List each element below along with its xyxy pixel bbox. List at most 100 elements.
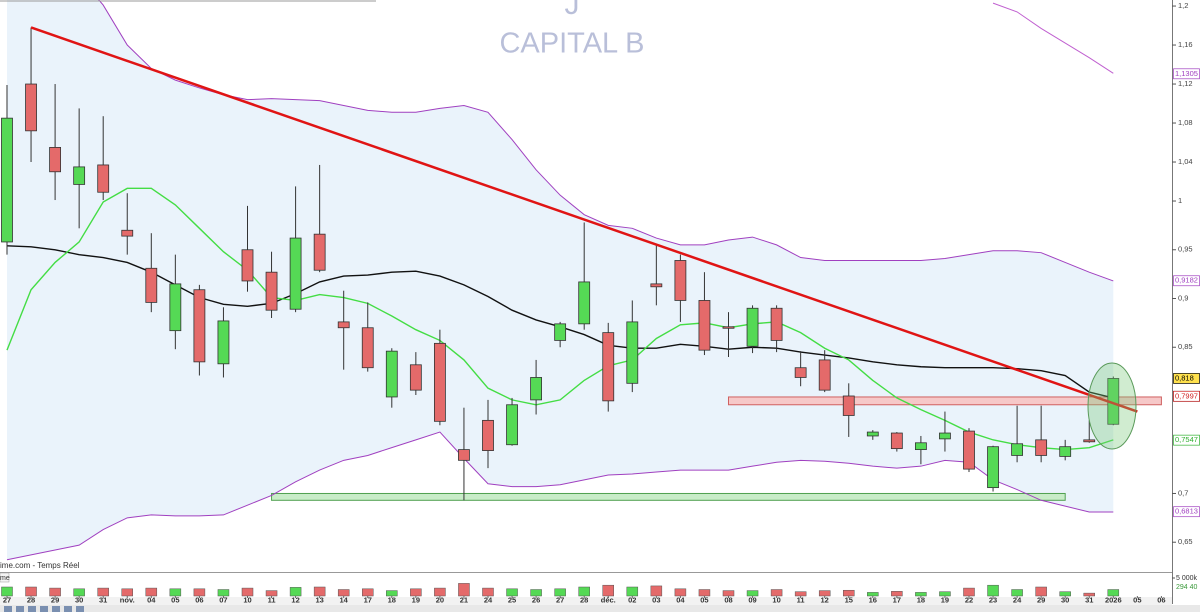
x-tick-label: 12 bbox=[291, 595, 299, 604]
volume-tick-label: 5 000k bbox=[1176, 575, 1198, 582]
corner-label: me bbox=[0, 575, 10, 582]
toolbar-icon[interactable] bbox=[76, 606, 84, 612]
toolbar-icon[interactable] bbox=[64, 606, 72, 612]
x-tick-label: 02 bbox=[628, 595, 636, 604]
x-tick-label: 26 bbox=[532, 595, 540, 604]
x-tick-label: déc. bbox=[601, 595, 616, 604]
x-tick-label: 07 bbox=[219, 595, 227, 604]
x-tick-label: 11 bbox=[268, 595, 276, 604]
candle-body bbox=[674, 260, 687, 301]
candle-body bbox=[1059, 446, 1072, 457]
candle-body bbox=[289, 237, 302, 310]
x-axis-band bbox=[0, 597, 1172, 605]
candle-body bbox=[842, 395, 855, 416]
y-tick-label: 0,85 bbox=[1178, 342, 1193, 351]
x-tick-label: 18 bbox=[388, 595, 396, 604]
candle-body bbox=[313, 233, 326, 271]
y-tick-label: 0,7 bbox=[1178, 488, 1188, 497]
y-tick-label: 1,2 bbox=[1178, 1, 1188, 10]
y-axis-panel bbox=[1172, 0, 1200, 612]
price-label: 0,9182 bbox=[1175, 276, 1198, 285]
x-tick-label: 25 bbox=[508, 595, 516, 604]
volume-bar bbox=[987, 584, 999, 597]
candle-body bbox=[818, 359, 831, 391]
x-tick-label: 17 bbox=[364, 595, 372, 604]
x-tick-label: 24 bbox=[1013, 595, 1022, 604]
x-tick-label: 23 bbox=[989, 595, 997, 604]
candle-body bbox=[241, 249, 254, 282]
plot-area bbox=[1, 0, 1162, 561]
candle-body bbox=[121, 229, 134, 237]
indicator-line bbox=[6, 431, 1114, 561]
band-fill bbox=[6, 0, 1114, 560]
candle-body bbox=[193, 289, 206, 363]
volume-bar bbox=[602, 584, 614, 597]
zone bbox=[271, 492, 1066, 501]
toolbar-icon[interactable] bbox=[4, 606, 12, 612]
x-tick-label: 20 bbox=[436, 595, 444, 604]
x-tick-label: 10 bbox=[243, 595, 251, 604]
x-tick-label: 2026 bbox=[1105, 595, 1122, 604]
toolbar-icon[interactable] bbox=[16, 606, 24, 612]
x-tick-label: 31 bbox=[99, 595, 107, 604]
x-tick-label: 11 bbox=[797, 595, 805, 604]
indicator-line bbox=[6, 187, 1114, 451]
source: ime.com - Temps Réel bbox=[0, 561, 80, 570]
price-label: 0,818 bbox=[1175, 373, 1194, 382]
candle-body bbox=[361, 327, 374, 369]
x-tick-label: 27 bbox=[3, 595, 11, 604]
toolbar-icon[interactable] bbox=[40, 606, 48, 612]
x-tick-label: 29 bbox=[1037, 595, 1045, 604]
y-tick-label: 0,65 bbox=[1178, 537, 1193, 546]
candle-body bbox=[963, 430, 975, 470]
x-tick-label: 30 bbox=[1061, 595, 1069, 604]
chart-title: CAPITAL B bbox=[499, 28, 644, 60]
candle-body bbox=[506, 404, 518, 446]
candle-body bbox=[97, 164, 110, 193]
candle-body bbox=[746, 307, 759, 347]
y-tick-label: 0,95 bbox=[1178, 245, 1193, 254]
price-label: 0,7997 bbox=[1175, 391, 1198, 400]
x-tick-label: 30 bbox=[75, 595, 83, 604]
x-tick-label: 16 bbox=[869, 595, 877, 604]
zone bbox=[727, 396, 1162, 406]
y-tick-label: 1,16 bbox=[1178, 40, 1193, 49]
candle-body bbox=[890, 432, 903, 450]
x-tick-label: 12 bbox=[821, 595, 829, 604]
toolbar-icon[interactable] bbox=[28, 606, 36, 612]
x-tick-label: 15 bbox=[845, 595, 853, 604]
indicator-line bbox=[98, 0, 1114, 282]
indicator-line bbox=[992, 2, 1114, 74]
candle-body bbox=[1011, 443, 1023, 456]
x-tick-label: 17 bbox=[893, 595, 901, 604]
x-tick-label: 28 bbox=[580, 595, 588, 604]
volume-bar bbox=[458, 583, 470, 597]
candle-body bbox=[337, 321, 350, 329]
toolbar bbox=[0, 605, 1200, 612]
candle-body bbox=[409, 364, 422, 391]
y-tick-label: 1,04 bbox=[1178, 157, 1193, 166]
x-tick-label: 04 bbox=[676, 595, 685, 604]
candle-body bbox=[433, 342, 446, 422]
candle-body bbox=[914, 442, 927, 451]
x-tick-label: 05 bbox=[171, 595, 179, 604]
price-label: 0,7547 bbox=[1175, 435, 1198, 444]
candle-body bbox=[217, 320, 230, 365]
x-tick-label: 05 bbox=[700, 595, 708, 604]
candle-body bbox=[530, 377, 542, 401]
x-tick-label: 24 bbox=[484, 595, 493, 604]
y-tick-label: 0,9 bbox=[1178, 293, 1188, 302]
candle-body bbox=[770, 307, 783, 341]
candle-body bbox=[722, 326, 735, 329]
y-tick-label: 1,08 bbox=[1178, 118, 1193, 127]
price-label: 1,1305 bbox=[1175, 69, 1198, 78]
x-tick-label: 09 bbox=[748, 595, 756, 604]
x-tick-label: 28 bbox=[27, 595, 35, 604]
x-tick-label: 14 bbox=[340, 595, 349, 604]
x-tick-label: 13 bbox=[315, 595, 323, 604]
toolbar-icon[interactable] bbox=[52, 606, 60, 612]
volume-last-label: 294 40 bbox=[1176, 584, 1198, 591]
x-tick-label: 08 bbox=[724, 595, 732, 604]
candle-body bbox=[794, 367, 807, 378]
